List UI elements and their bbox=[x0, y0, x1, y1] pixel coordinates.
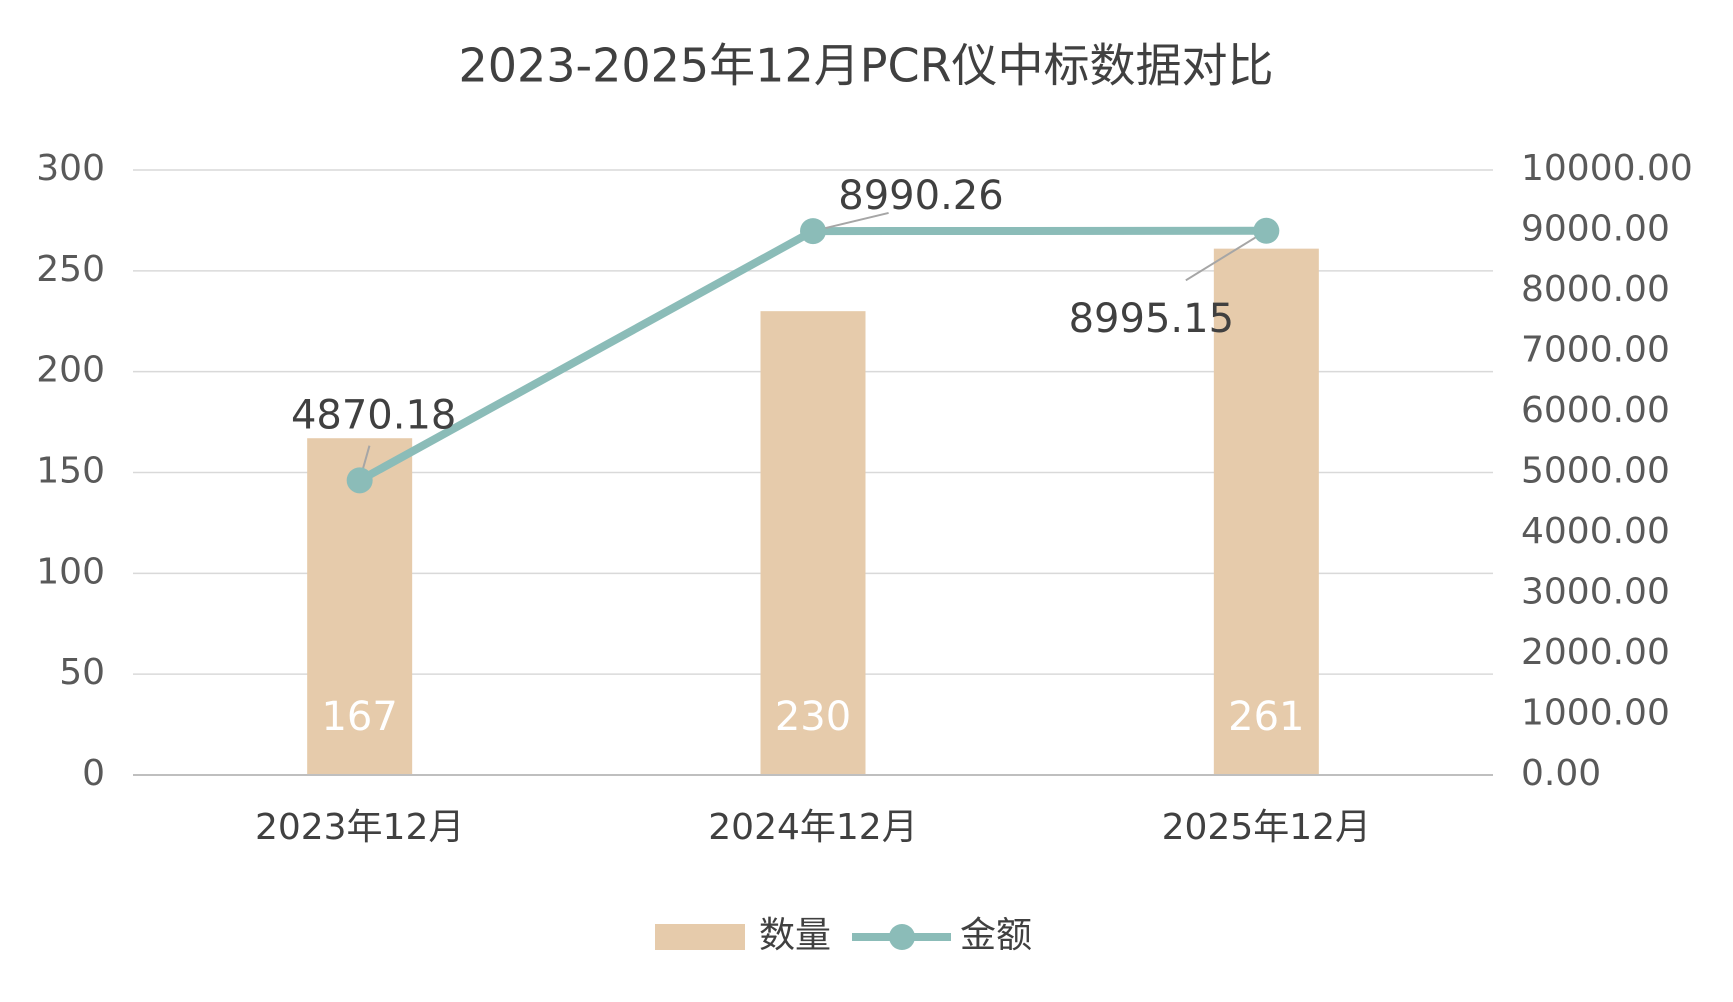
chart-title: 2023-2025年12月PCR仪中标数据对比 bbox=[458, 39, 1273, 93]
bar-value-label: 167 bbox=[321, 694, 397, 740]
bar bbox=[307, 438, 413, 775]
legend-marker bbox=[889, 924, 915, 950]
y-tick-label: 0 bbox=[82, 753, 105, 794]
bar-value-label: 230 bbox=[775, 694, 851, 740]
y2-tick-label: 8000.00 bbox=[1521, 269, 1670, 310]
line-point bbox=[800, 218, 826, 245]
line-value-label: 8990.26 bbox=[838, 173, 1003, 219]
y-tick-label: 300 bbox=[36, 148, 105, 189]
y2-tick-label: 0.00 bbox=[1521, 753, 1601, 794]
y-tick-label: 100 bbox=[36, 551, 105, 592]
leader-line bbox=[1185, 229, 1267, 282]
y2-tick-label: 1000.00 bbox=[1521, 693, 1670, 734]
line-point bbox=[1253, 217, 1280, 244]
y2-tick-label: 3000.00 bbox=[1521, 572, 1670, 613]
y2-tick-label: 5000.00 bbox=[1521, 451, 1670, 492]
legend-label: 数量 bbox=[759, 915, 831, 956]
x-tick-label: 2025年12月 bbox=[1162, 807, 1371, 848]
y-tick-label: 50 bbox=[59, 652, 105, 693]
y2-tick-label: 7000.00 bbox=[1521, 330, 1670, 371]
line-point bbox=[346, 467, 373, 494]
line-value-label: 8995.15 bbox=[1069, 296, 1234, 342]
y2-tick-label: 9000.00 bbox=[1521, 209, 1670, 250]
y-tick-label: 200 bbox=[36, 350, 105, 391]
y2-tick-label: 6000.00 bbox=[1521, 390, 1670, 431]
y-tick-label: 250 bbox=[36, 249, 105, 290]
bar bbox=[760, 311, 866, 775]
y2-tick-label: 2000.00 bbox=[1521, 632, 1670, 673]
bar bbox=[1213, 248, 1319, 775]
x-tick-label: 2023年12月 bbox=[255, 807, 464, 848]
x-tick-label: 2024年12月 bbox=[708, 807, 917, 848]
line-value-label: 4870.18 bbox=[291, 392, 456, 438]
y2-tick-label: 4000.00 bbox=[1521, 511, 1670, 552]
bar-value-label: 261 bbox=[1228, 694, 1304, 740]
legend-label: 金额 bbox=[960, 915, 1032, 956]
y-tick-label: 150 bbox=[36, 451, 105, 492]
legend-swatch bbox=[655, 924, 745, 950]
y2-tick-label: 10000.00 bbox=[1521, 148, 1693, 189]
